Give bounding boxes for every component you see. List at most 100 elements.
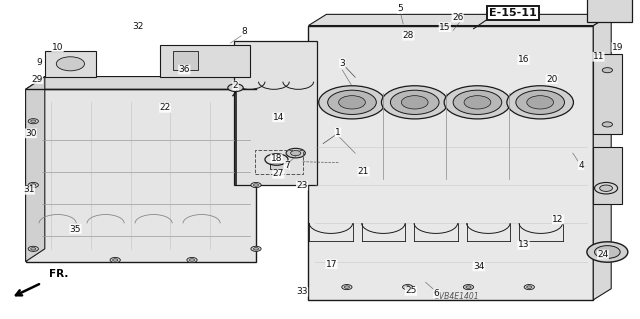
Circle shape — [516, 90, 564, 115]
Bar — [255, 150, 303, 174]
Text: SVB4E1401: SVB4E1401 — [435, 293, 480, 301]
Circle shape — [401, 96, 428, 109]
Polygon shape — [308, 26, 593, 300]
Text: 7: 7 — [284, 161, 289, 170]
Circle shape — [405, 286, 410, 288]
Circle shape — [403, 285, 413, 290]
Circle shape — [113, 259, 118, 261]
Circle shape — [595, 182, 618, 194]
Circle shape — [31, 248, 36, 250]
Text: 29: 29 — [31, 75, 43, 84]
Circle shape — [187, 257, 197, 263]
Circle shape — [524, 285, 534, 290]
Text: 11: 11 — [593, 52, 604, 61]
Circle shape — [286, 148, 305, 158]
Circle shape — [602, 68, 612, 73]
Circle shape — [189, 259, 195, 261]
Bar — [593, 147, 622, 204]
Text: 26: 26 — [452, 13, 463, 22]
Circle shape — [228, 84, 243, 92]
Circle shape — [253, 248, 259, 250]
Bar — [593, 54, 622, 134]
Circle shape — [602, 249, 612, 255]
Text: 20: 20 — [546, 75, 557, 84]
Circle shape — [595, 246, 620, 258]
Polygon shape — [593, 14, 611, 300]
Bar — [234, 41, 317, 185]
Text: 21: 21 — [358, 167, 369, 176]
Circle shape — [251, 182, 261, 188]
Text: 1: 1 — [335, 128, 340, 137]
Text: 15: 15 — [439, 23, 451, 32]
Circle shape — [507, 86, 573, 119]
Circle shape — [31, 120, 36, 122]
Circle shape — [600, 185, 612, 191]
Circle shape — [319, 86, 385, 119]
Text: 9: 9 — [37, 58, 42, 67]
Circle shape — [291, 151, 301, 156]
Text: 12: 12 — [552, 215, 564, 224]
Circle shape — [602, 122, 612, 127]
Text: 5: 5 — [397, 4, 403, 13]
Text: 35: 35 — [70, 225, 81, 234]
Text: 36: 36 — [179, 65, 190, 74]
Text: 27: 27 — [273, 169, 284, 178]
Bar — [270, 163, 288, 169]
Text: 13: 13 — [518, 241, 529, 249]
Text: 4: 4 — [579, 161, 584, 170]
Text: 8: 8 — [242, 27, 247, 36]
Circle shape — [527, 286, 532, 288]
Circle shape — [344, 286, 349, 288]
Text: 31: 31 — [23, 185, 35, 194]
Circle shape — [587, 242, 628, 262]
Bar — [26, 89, 256, 262]
Text: 10: 10 — [52, 43, 63, 52]
Text: 25: 25 — [405, 286, 417, 295]
Circle shape — [390, 90, 439, 115]
Text: 19: 19 — [612, 43, 623, 52]
Circle shape — [328, 90, 376, 115]
Circle shape — [110, 257, 120, 263]
Circle shape — [466, 286, 471, 288]
Bar — [160, 45, 250, 77]
Circle shape — [56, 57, 84, 71]
Circle shape — [28, 119, 38, 124]
Circle shape — [464, 96, 491, 109]
Text: 22: 22 — [159, 103, 171, 112]
Text: 24: 24 — [597, 250, 609, 259]
Text: 6: 6 — [434, 289, 439, 298]
Text: 33: 33 — [296, 287, 308, 296]
Polygon shape — [26, 77, 275, 89]
Text: FR.: FR. — [49, 269, 68, 279]
Circle shape — [28, 182, 38, 188]
Circle shape — [251, 246, 261, 251]
Text: 16: 16 — [518, 56, 529, 64]
Circle shape — [342, 285, 352, 290]
Circle shape — [527, 96, 554, 109]
Circle shape — [31, 184, 36, 186]
Text: 23: 23 — [296, 181, 308, 190]
Text: 32: 32 — [132, 22, 143, 31]
Text: 30: 30 — [25, 129, 36, 138]
Bar — [173, 51, 198, 70]
Text: 34: 34 — [473, 262, 484, 271]
Text: 28: 28 — [403, 31, 414, 40]
Circle shape — [28, 246, 38, 251]
Circle shape — [453, 90, 502, 115]
Circle shape — [339, 96, 365, 109]
Text: 2: 2 — [233, 81, 238, 90]
Text: 3: 3 — [340, 59, 345, 68]
Circle shape — [253, 184, 259, 186]
Text: E-15-11: E-15-11 — [490, 8, 537, 19]
Polygon shape — [587, 0, 632, 22]
Circle shape — [444, 86, 511, 119]
Text: 17: 17 — [326, 260, 337, 269]
Circle shape — [602, 186, 612, 191]
Bar — [45, 51, 96, 77]
Text: 14: 14 — [273, 113, 284, 122]
Circle shape — [463, 285, 474, 290]
Polygon shape — [308, 14, 611, 26]
Polygon shape — [26, 77, 45, 262]
Text: 18: 18 — [271, 154, 282, 163]
Circle shape — [381, 86, 448, 119]
